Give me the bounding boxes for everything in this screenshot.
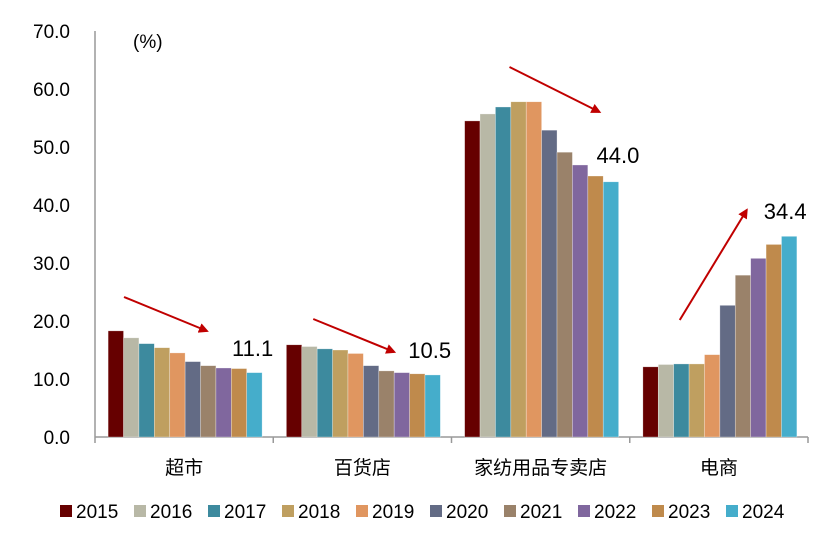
bar-2024-0	[246, 372, 263, 438]
bar-2015-0	[107, 330, 124, 438]
value-annotation: 34.4	[764, 199, 807, 224]
bar-2023-3	[765, 244, 782, 438]
value-annotation: 10.5	[408, 338, 451, 363]
legend-item-2022: 2022	[578, 502, 636, 523]
bar-2022-0	[215, 367, 232, 438]
bar-2021-3	[734, 274, 751, 438]
bar-2021-1	[378, 370, 395, 438]
x-category-label: 家纺用品专卖店	[474, 457, 607, 479]
value-annotation: 44.0	[597, 143, 640, 168]
legend-label: 2024	[742, 502, 785, 523]
bar-2021-0	[200, 365, 217, 438]
legend-label: 2018	[298, 502, 340, 523]
y-tick-label: 70.0	[33, 22, 70, 43]
legend-label: 2017	[224, 502, 266, 523]
bar-2022-2	[572, 164, 589, 438]
y-axis: 0.0 10.0 20.0 30.0 40.0 50.0 60.0 70.0	[33, 22, 96, 449]
y-tick-label: 50.0	[33, 138, 70, 159]
bar-2016-2	[479, 113, 496, 438]
legend-item-2018: 2018	[282, 502, 340, 523]
y-tick-label: 40.0	[33, 196, 70, 217]
legend-item-2016: 2016	[134, 502, 192, 523]
x-category-label: 超市	[165, 457, 203, 479]
legend-item-2021: 2021	[504, 502, 562, 523]
bar-2018-1	[332, 349, 349, 438]
legend-swatch	[356, 505, 368, 517]
legend-item-2017: 2017	[208, 502, 266, 523]
y-tick-label: 30.0	[33, 254, 70, 275]
bar-2020-2	[541, 129, 558, 438]
trend-arrow-up	[678, 208, 748, 321]
legend-swatch	[578, 505, 590, 517]
legend-swatch	[504, 505, 516, 517]
legend-label: 2021	[520, 502, 562, 523]
value-annotation: 11.1	[232, 336, 273, 361]
bar-2017-1	[316, 348, 333, 438]
y-tick-label: 20.0	[33, 312, 70, 333]
bar-2018-0	[154, 347, 171, 438]
legend-label: 2015	[76, 502, 118, 523]
y-tick-label: 10.0	[33, 370, 70, 391]
legend-item-2024: 2024	[726, 502, 785, 523]
bar-2019-2	[525, 101, 542, 438]
legend-item-2015: 2015	[60, 502, 118, 523]
trend-arrow-down	[123, 296, 209, 333]
x-category-label: 百货店	[334, 457, 391, 479]
unit-label: (%)	[133, 32, 163, 53]
annotations: 11.1 10.5 44.0 34.4	[232, 143, 807, 363]
bar-2019-0	[169, 352, 186, 438]
legend: 2015 2016 2017 2018 2019 2020 2021 2022 2023 2024	[60, 502, 785, 523]
legend-label: 2023	[668, 502, 710, 523]
legend-item-2020: 2020	[430, 502, 488, 523]
legend-swatch	[60, 505, 72, 517]
legend-label: 2020	[446, 502, 488, 523]
trend-arrow-down	[312, 318, 397, 354]
bar-2020-1	[363, 365, 380, 438]
bar-2023-0	[231, 368, 248, 438]
bar-2015-1	[286, 344, 303, 438]
bar-2023-1	[409, 373, 426, 438]
legend-swatch	[652, 505, 664, 517]
legend-item-2023: 2023	[652, 502, 710, 523]
bar-2021-2	[556, 151, 573, 438]
bars	[107, 101, 798, 438]
bar-2015-3	[642, 366, 659, 438]
bar-2017-0	[138, 343, 155, 438]
y-tick-label: 0.0	[44, 428, 70, 449]
bar-2018-3	[688, 363, 705, 438]
legend-swatch	[430, 505, 442, 517]
bar-2024-3	[781, 236, 798, 438]
bar-2017-2	[495, 106, 512, 438]
bar-2019-3	[704, 354, 721, 438]
bar-2018-2	[510, 101, 527, 438]
bar-2023-2	[587, 175, 604, 438]
bar-2015-2	[464, 120, 481, 438]
legend-swatch	[726, 505, 738, 517]
legend-item-2019: 2019	[356, 502, 414, 523]
bar-2016-1	[301, 346, 318, 438]
bar-2019-1	[347, 353, 364, 438]
bar-2016-3	[657, 364, 674, 438]
legend-label: 2022	[594, 502, 636, 523]
legend-label: 2019	[372, 502, 414, 523]
bar-2020-0	[184, 361, 201, 438]
bar-2017-3	[673, 363, 690, 438]
x-axis: 超市 百货店 家纺用品专卖店 电商	[94, 436, 809, 479]
x-category-label: 电商	[700, 457, 738, 479]
bar-2024-1	[424, 374, 441, 438]
trend-arrow-down	[509, 66, 602, 113]
legend-swatch	[134, 505, 146, 517]
legend-swatch	[282, 505, 294, 517]
y-tick-label: 60.0	[33, 80, 70, 101]
legend-label: 2016	[150, 502, 192, 523]
bar-2024-2	[602, 181, 619, 438]
bar-2020-3	[719, 305, 736, 438]
legend-swatch	[208, 505, 220, 517]
bar-2022-3	[750, 258, 767, 438]
trend-arrows	[123, 66, 748, 354]
bar-2022-1	[393, 372, 410, 438]
bar-2016-0	[123, 337, 140, 438]
